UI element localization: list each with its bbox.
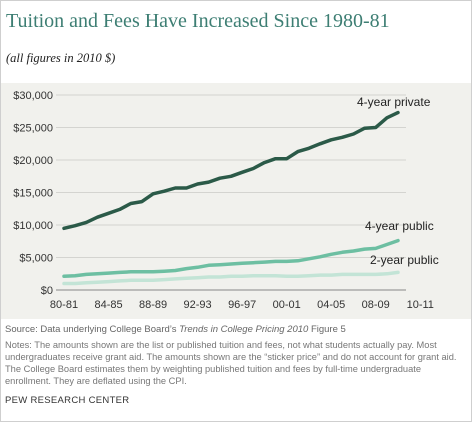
series-labels: 4-year private 4-year public 2-year public <box>357 95 439 267</box>
y-tick-label: $25,000 <box>13 123 53 135</box>
x-tick-label: 80-81 <box>50 299 78 311</box>
x-tick-label: 88-89 <box>139 299 167 311</box>
series-label-4-year-private: 4-year private <box>357 95 431 109</box>
series-line-4-year-public <box>62 238 400 279</box>
x-tick-label: 00-01 <box>273 299 301 311</box>
source-prefix: Source: Data underlying College Board’s <box>5 324 180 335</box>
gridlines <box>56 94 406 291</box>
x-tick-label: 96-97 <box>228 299 256 311</box>
line-chart: $0 $5,000 $10,000 $15,000 $20,000 $25,000 $30,… <box>13 90 439 311</box>
y-tick-label: $20,000 <box>13 155 53 167</box>
y-tick-label: $15,000 <box>13 188 53 200</box>
x-tick-label: 92-93 <box>184 299 212 311</box>
x-axis-ticks: 80-81 84-85 88-89 92-93 96-97 00-01 04-05 08-09… <box>50 299 434 311</box>
organization-name: PEW RESEARCH CENTER <box>5 395 130 406</box>
y-axis-ticks: $0 $5,000 $10,000 $15,000 $20,000 $25,000 $30,… <box>13 90 53 297</box>
x-tick-label: 04-05 <box>317 299 345 311</box>
series-label-4-year-public: 4-year public <box>365 219 434 233</box>
source-note: Source: Data underlying College Board’s … <box>5 324 467 335</box>
x-tick-label: 84-85 <box>94 299 122 311</box>
series-lines <box>62 110 400 286</box>
series-line-4-year-private <box>62 110 400 231</box>
notes-text: Notes: The amounts shown are the list or… <box>5 340 457 386</box>
y-tick-label: $30,000 <box>13 90 53 102</box>
x-tick-label: 10-11 <box>407 299 434 311</box>
source-suffix: Figure 5 <box>308 324 346 335</box>
plot-background <box>1 83 471 319</box>
y-tick-label: $0 <box>41 285 53 297</box>
x-tick-label: 08-09 <box>362 299 390 311</box>
chart-subtitle: (all figures in 2010 $) <box>6 51 116 65</box>
series-line-2-year-public <box>62 270 400 286</box>
chart-title: Tuition and Fees Have Increased Since 19… <box>6 10 390 32</box>
series-label-2-year-public: 2-year public <box>370 253 439 267</box>
source-title: Trends in College Pricing 2010 <box>179 324 309 335</box>
y-tick-label: $10,000 <box>13 220 53 232</box>
y-tick-label: $5,000 <box>19 253 53 265</box>
